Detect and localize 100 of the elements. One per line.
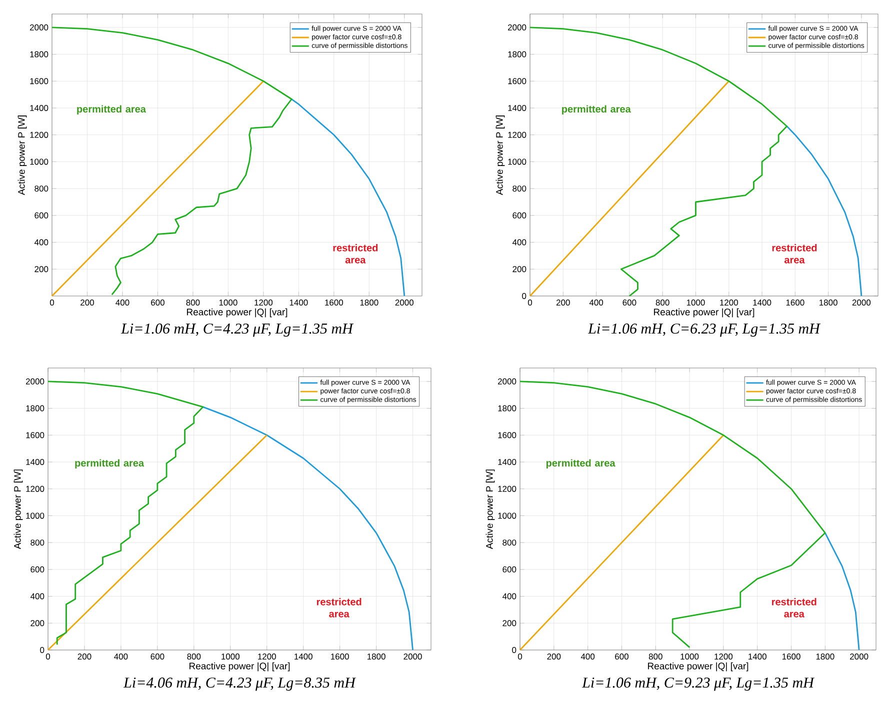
x-tick-label: 600	[622, 300, 636, 306]
x-tick-label: 200	[547, 654, 561, 660]
y-tick-label: 1400	[498, 458, 516, 466]
y-tick-label: 1000	[26, 512, 44, 519]
y-tick-label: 1400	[30, 104, 48, 111]
x-tick-label: 200	[80, 300, 94, 306]
text: Li=4.06 mH, C=4.23 μF, Lg=8.35 mH	[123, 678, 356, 691]
y-tick-label: 800	[34, 186, 48, 192]
x-tick-label: 1400	[290, 300, 308, 306]
y-tick-label: 1600	[508, 78, 526, 84]
x-tick-label: 600	[151, 300, 164, 306]
y-tick-label: 1800	[498, 405, 516, 412]
x-tick-label: 2000	[404, 654, 422, 660]
x-axis-title: Reactive power |Q| [var]	[654, 308, 754, 318]
x-axis-title: Reactive power |Q| [var]	[187, 308, 288, 318]
y-tick-label: 1200	[508, 132, 526, 138]
x-tick-label: 800	[187, 654, 201, 660]
x-tick-label: 2000	[850, 654, 868, 660]
x-tick-label: 1200	[254, 300, 273, 306]
y-tick-label: 1200	[26, 486, 44, 492]
y-tick-label: 1800	[30, 51, 48, 58]
line-series	[824, 532, 860, 651]
x-tick-label: 1800	[367, 654, 386, 660]
x-axis-title: Reactive power |Q| [var]	[190, 662, 290, 672]
y-tick-label: 2000	[508, 24, 526, 30]
x-tick-label: 800	[648, 654, 662, 660]
y-tick-label: 200	[512, 266, 526, 272]
y-tick-label: 800	[30, 540, 44, 546]
x-tick-label: 1400	[748, 654, 766, 660]
y-tick-label: 400	[34, 239, 48, 246]
x-tick-label: 0	[50, 300, 54, 306]
text: Li=1.06 mH, C=6.23 μF, Lg=1.35 mH	[588, 324, 821, 337]
y-tick-label: 1600	[26, 432, 44, 438]
y-tick-label: 1400	[26, 458, 44, 466]
x-tick-label: 1600	[331, 654, 349, 660]
line-series	[47, 380, 204, 646]
y-tick-label: 0	[522, 292, 526, 299]
x-tick-label: 400	[114, 654, 128, 660]
y-tick-label: 800	[512, 186, 526, 192]
line-series	[290, 98, 406, 297]
x-tick-label: 1200	[714, 654, 733, 660]
y-tick-label: 1000	[498, 512, 516, 519]
line-series	[202, 406, 414, 651]
y-tick-label: 400	[512, 239, 526, 246]
x-tick-label: 1200	[258, 654, 276, 660]
y-tick-label: 2000	[498, 378, 516, 384]
x-tick-label: 1800	[819, 300, 838, 306]
y-tick-label: 1200	[498, 486, 516, 492]
x-tick-label: 1000	[680, 654, 699, 660]
x-tick-label: 1400	[753, 300, 772, 306]
text: Li=1.06 mH, C=9.23 μF, Lg=1.35 mH	[582, 678, 815, 691]
line-series	[51, 26, 292, 296]
y-tick-label: 1200	[30, 132, 48, 138]
annotation: restricted area	[772, 598, 816, 618]
x-tick-label: 1800	[360, 300, 378, 306]
x-tick-label: 400	[116, 300, 130, 306]
annotation: permitted area	[562, 105, 631, 115]
y-axis-title: Active power P [W]	[14, 470, 23, 550]
y-tick-label: 600	[502, 566, 516, 572]
y-tick-label: 400	[502, 593, 516, 600]
x-tick-label: 200	[78, 654, 92, 660]
y-axis-title: Active power P [W]	[18, 116, 27, 196]
x-tick-label: 1800	[816, 654, 834, 660]
y-tick-label: 600	[512, 212, 526, 218]
y-tick-label: 1800	[508, 51, 526, 58]
y-tick-label: 1000	[30, 158, 48, 165]
x-tick-label: 1000	[686, 300, 705, 306]
x-tick-label: 0	[528, 300, 532, 306]
y-tick-label: 400	[30, 593, 44, 600]
y-tick-label: 1600	[30, 78, 48, 84]
annotation: restricted area	[316, 598, 362, 618]
y-tick-label: 1400	[508, 104, 526, 111]
x-tick-label: 800	[656, 300, 670, 306]
x-tick-label: 2000	[852, 300, 871, 306]
y-tick-label: 200	[502, 620, 516, 626]
y-tick-label: 200	[30, 620, 44, 626]
y-tick-label: 1800	[26, 405, 44, 412]
x-tick-label: 400	[589, 300, 604, 306]
y-axis-title: Active power P [W]	[486, 470, 495, 550]
x-tick-label: 600	[615, 654, 628, 660]
y-tick-label: 2000	[30, 24, 48, 30]
annotation: permitted area	[546, 459, 616, 469]
x-tick-label: 1000	[222, 654, 240, 660]
x-tick-label: 1000	[219, 300, 238, 306]
x-tick-label: 400	[580, 654, 595, 660]
annotation: permitted area	[77, 105, 146, 115]
x-axis-title: Reactive power |Q| [var]	[648, 662, 748, 672]
x-tick-label: 1600	[786, 300, 804, 306]
annotation: permitted area	[75, 459, 144, 469]
line-series	[519, 380, 826, 648]
text: Li=1.06 mH, C=4.23 μF, Lg=1.35 mH	[120, 324, 354, 337]
annotation: restricted area	[333, 244, 378, 264]
y-tick-label: 2000	[26, 378, 44, 384]
y-tick-label: 0	[512, 647, 516, 654]
y-tick-label: 200	[34, 266, 48, 272]
annotation: restricted area	[772, 244, 817, 264]
y-axis-title: Active power P [W]	[496, 116, 505, 196]
y-tick-label: 800	[502, 540, 516, 546]
x-tick-label: 1600	[782, 654, 800, 660]
x-tick-label: 2000	[395, 300, 414, 306]
